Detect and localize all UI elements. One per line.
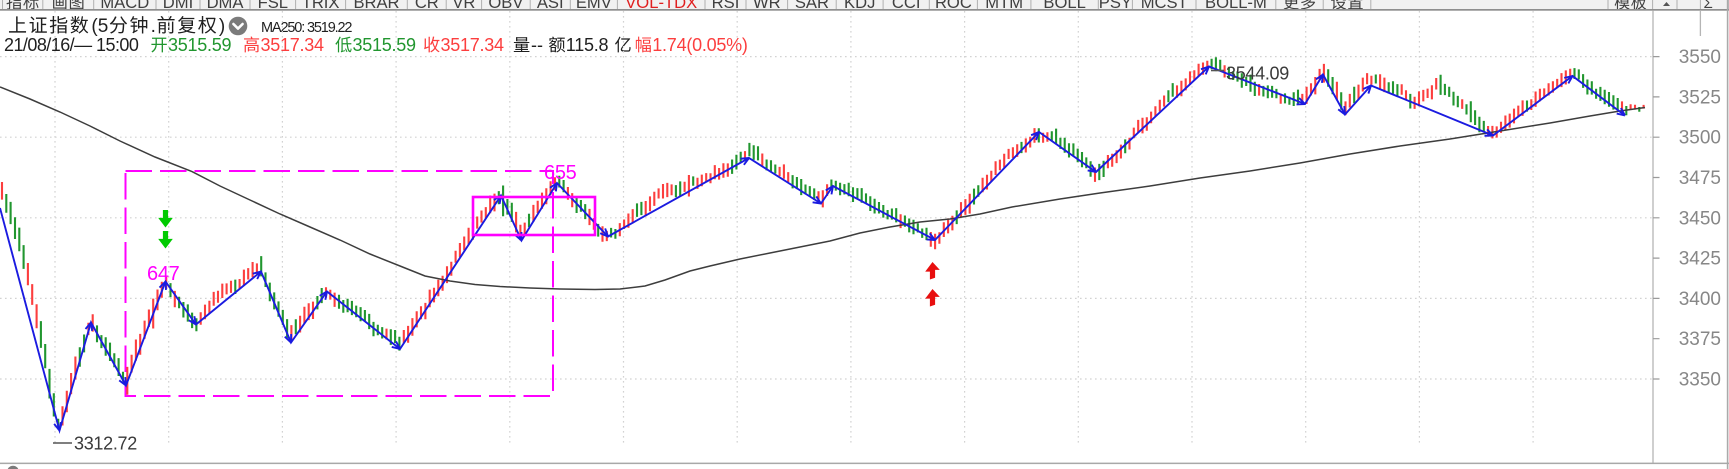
svg-text:647: 647 (147, 263, 180, 285)
svg-text:3517.34: 3517.34 (441, 35, 505, 55)
svg-text:3517.34: 3517.34 (261, 35, 325, 55)
svg-text:MA250: 3519.22: MA250: 3519.22 (261, 20, 352, 36)
svg-text:3312.72: 3312.72 (74, 434, 137, 454)
svg-text:.: . (151, 16, 156, 37)
svg-text:3544.09: 3544.09 (1226, 64, 1289, 84)
svg-text:): ) (219, 16, 225, 37)
svg-text:3525: 3525 (1679, 87, 1721, 108)
svg-text:3515.59: 3515.59 (353, 35, 417, 55)
svg-text:655: 655 (544, 162, 577, 184)
svg-text:3350: 3350 (1679, 370, 1721, 391)
svg-text:3500: 3500 (1679, 128, 1721, 149)
svg-text:3425: 3425 (1679, 249, 1721, 270)
svg-text:Σ: Σ (1704, 0, 1713, 12)
svg-text:3375: 3375 (1679, 329, 1721, 350)
svg-text:3550: 3550 (1679, 47, 1721, 68)
svg-text:3515.59: 3515.59 (168, 35, 232, 55)
svg-text:115.8: 115.8 (566, 35, 609, 55)
svg-text:--: -- (531, 35, 543, 55)
svg-text:3400: 3400 (1679, 289, 1721, 310)
svg-text:3475: 3475 (1679, 168, 1721, 189)
svg-text:(5: (5 (91, 16, 108, 37)
svg-text:3450: 3450 (1679, 208, 1721, 229)
svg-text:21/08/16/— 15:00: 21/08/16/— 15:00 (4, 35, 139, 55)
svg-text:1.74(0.05%): 1.74(0.05%) (652, 35, 747, 55)
